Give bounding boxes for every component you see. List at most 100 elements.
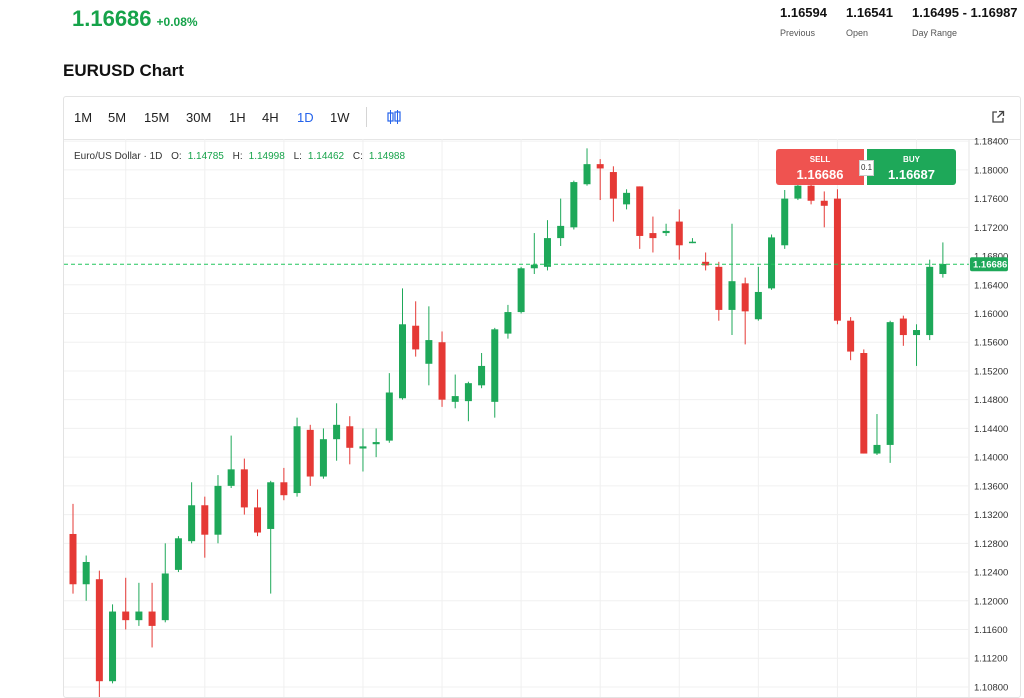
y-tick-label: 1.10800 bbox=[974, 682, 1008, 693]
candle-down bbox=[899, 318, 907, 336]
candle-up bbox=[359, 446, 367, 449]
y-tick-label: 1.11200 bbox=[974, 654, 1008, 665]
y-tick-label: 1.16800 bbox=[974, 252, 1008, 263]
candle-down bbox=[346, 426, 354, 448]
legend-l-label: L: bbox=[293, 151, 302, 162]
legend-c-label: C: bbox=[352, 151, 363, 162]
candle-up bbox=[135, 611, 143, 621]
candle-up bbox=[161, 573, 169, 621]
open-label: Open bbox=[846, 28, 869, 38]
current-price: 1.16686 bbox=[72, 6, 152, 31]
candle-up bbox=[491, 329, 499, 402]
candle-down bbox=[69, 533, 77, 585]
y-tick-label: 1.14800 bbox=[974, 395, 1008, 406]
last-price-label: 1.16686 bbox=[973, 260, 1007, 271]
open-value: 1.16541 bbox=[846, 5, 893, 20]
candle-down bbox=[820, 200, 828, 206]
timeframe-1h[interactable]: 1H bbox=[229, 110, 246, 125]
candle-down bbox=[254, 507, 262, 533]
timeframe-1m[interactable]: 1M bbox=[74, 110, 93, 125]
timeframe-30m[interactable]: 30M bbox=[186, 110, 212, 125]
buy-price: 1.16687 bbox=[888, 167, 935, 182]
timeframe-5m[interactable]: 5M bbox=[108, 110, 127, 125]
y-tick-label: 1.14000 bbox=[974, 453, 1008, 464]
candle-down bbox=[148, 611, 156, 626]
y-tick-label: 1.18000 bbox=[974, 165, 1008, 176]
candle-up bbox=[319, 439, 327, 477]
candle-up bbox=[425, 340, 433, 364]
candle-up bbox=[913, 330, 921, 336]
chart-toolbar: 1M 5M 15M 30M 1H 4H 1D 1W bbox=[64, 97, 1020, 140]
candle-up bbox=[109, 611, 117, 682]
candle-down bbox=[649, 233, 657, 239]
candle-up bbox=[174, 538, 182, 570]
candle-up bbox=[781, 198, 789, 246]
candle-up bbox=[926, 266, 934, 336]
candle-down bbox=[636, 186, 644, 236]
previous-value: 1.16594 bbox=[780, 5, 827, 20]
day-range-value: 1.16495 - 1.16987 bbox=[912, 5, 1018, 20]
candle-up bbox=[754, 291, 762, 320]
candle-up bbox=[886, 322, 894, 445]
candle-up bbox=[478, 365, 486, 386]
candle-down bbox=[596, 164, 604, 169]
candle-up bbox=[688, 241, 696, 244]
candle-up bbox=[583, 164, 591, 185]
y-tick-label: 1.18400 bbox=[974, 137, 1008, 148]
candle-down bbox=[715, 266, 723, 310]
candle-up bbox=[873, 444, 881, 454]
y-tick-label: 1.17200 bbox=[974, 223, 1008, 234]
candle-up bbox=[794, 185, 802, 199]
candle-down bbox=[412, 325, 420, 350]
previous-label: Previous bbox=[780, 28, 816, 38]
y-tick-label: 1.15200 bbox=[974, 366, 1008, 377]
candle-up bbox=[728, 281, 736, 310]
legend-low-value: 1.14462 bbox=[307, 151, 345, 162]
candle-down bbox=[609, 172, 617, 199]
last-price-badge bbox=[970, 257, 1008, 272]
candle-down bbox=[240, 469, 248, 508]
candle-down bbox=[702, 261, 710, 266]
candle-down bbox=[860, 353, 868, 454]
y-tick-label: 1.13200 bbox=[974, 510, 1008, 521]
candle-down bbox=[833, 198, 841, 321]
candle-down bbox=[438, 342, 446, 400]
sell-label: SELL bbox=[809, 155, 831, 164]
popout-icon[interactable] bbox=[991, 110, 1005, 124]
page-title: EURUSD Chart bbox=[63, 61, 184, 80]
y-tick-label: 1.16000 bbox=[974, 309, 1008, 320]
price-chart[interactable]: 1.10800 1.11200 1.11600 1.12000 1.12400 1.128… bbox=[64, 97, 1020, 697]
candle-up bbox=[662, 230, 670, 234]
legend-symbol: Euro/US Dollar · 1D bbox=[74, 151, 163, 162]
chart-card: 1M 5M 15M 30M 1H 4H 1D 1W 1.10800 1.11200… bbox=[63, 96, 1021, 698]
y-tick-label: 1.14400 bbox=[974, 424, 1008, 435]
candle-down bbox=[847, 320, 855, 352]
stat-day-range: 1.16495 - 1.16987 Day Range bbox=[912, 5, 1018, 38]
sell-button[interactable]: SELL 1.16686 bbox=[776, 149, 864, 185]
buy-label: BUY bbox=[903, 155, 920, 164]
candle-up bbox=[333, 424, 341, 440]
quote-header: 1.16686 +0.08% bbox=[72, 6, 198, 32]
timeframe-4h[interactable]: 4H bbox=[262, 110, 279, 125]
price-change: +0.08% bbox=[156, 15, 198, 29]
y-tick-label: 1.12000 bbox=[974, 596, 1008, 607]
candle-up bbox=[188, 505, 196, 542]
candle-down bbox=[675, 221, 683, 246]
legend-open-value: 1.14785 bbox=[187, 151, 224, 162]
candle-up bbox=[399, 324, 406, 399]
candlestick-icon[interactable] bbox=[387, 109, 401, 125]
candle-up bbox=[557, 225, 565, 239]
spread-badge: 0.1 bbox=[859, 160, 874, 176]
candle-down bbox=[201, 505, 209, 535]
buy-button[interactable]: BUY 1.16687 bbox=[867, 149, 956, 185]
timeframe-1d[interactable]: 1D bbox=[297, 110, 314, 125]
timeframe-1w[interactable]: 1W bbox=[330, 110, 350, 125]
y-tick-label: 1.16400 bbox=[974, 280, 1008, 291]
candle-down bbox=[122, 611, 130, 621]
candle-up bbox=[293, 426, 301, 494]
candle-up bbox=[939, 263, 947, 275]
timeframe-15m[interactable]: 15M bbox=[144, 110, 170, 125]
y-tick-label: 1.17600 bbox=[974, 194, 1008, 205]
candle-up bbox=[530, 264, 538, 269]
candle-up bbox=[464, 383, 472, 402]
